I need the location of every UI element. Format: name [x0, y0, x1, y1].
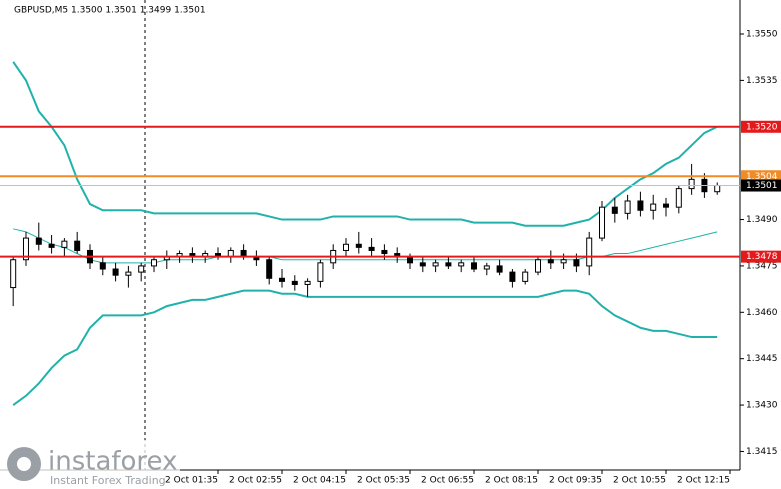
- candle-body: [419, 262, 426, 267]
- candle-body: [624, 200, 631, 214]
- level-label: 1.3478: [746, 252, 778, 262]
- level-label: 1.3504: [746, 172, 778, 182]
- candle-body: [266, 259, 273, 279]
- candle-body: [535, 259, 542, 273]
- candle-body: [675, 188, 682, 208]
- y-tick-label: 1.3415: [746, 447, 778, 457]
- x-tick-label: 2 Oct 12:15: [677, 476, 730, 486]
- level-label-bg: [741, 170, 781, 183]
- candle-body: [355, 243, 362, 248]
- logo-icon-inner: [17, 457, 31, 471]
- candle-body: [368, 246, 375, 251]
- candle-body: [317, 262, 324, 282]
- y-tick-label: 1.3490: [746, 215, 778, 225]
- candle-body: [611, 206, 618, 214]
- candle-body: [547, 259, 554, 264]
- candle-body: [278, 277, 285, 282]
- candle-body: [586, 237, 593, 267]
- candle-body: [150, 259, 157, 267]
- candle-body: [445, 262, 452, 267]
- level-label: 1.3501: [746, 181, 778, 191]
- band-line: [12, 289, 718, 406]
- logo-text: instaforex: [48, 447, 177, 477]
- x-tick-label: 2 Oct 09:35: [549, 476, 602, 486]
- y-tick-label: 1.3460: [746, 308, 778, 318]
- candle-body: [22, 237, 29, 261]
- candle-body: [432, 262, 439, 267]
- candle-body: [637, 200, 644, 211]
- logo-tagline: Instant Forex Trading: [50, 474, 166, 487]
- candle-body: [10, 259, 17, 289]
- y-tick-label: 1.3550: [746, 30, 778, 40]
- level-label-bg: [741, 250, 781, 263]
- level-label-bg: [741, 120, 781, 133]
- candle-body: [458, 262, 465, 267]
- candle-body: [688, 178, 695, 190]
- x-tick-label: 2 Oct 06:55: [421, 476, 474, 486]
- y-tick-label: 1.3475: [746, 261, 778, 271]
- candle-body: [560, 259, 567, 264]
- candle-body: [125, 271, 132, 276]
- level-label-bg: [741, 179, 781, 192]
- level-label: 1.3520: [746, 122, 778, 132]
- candle-body: [291, 280, 298, 285]
- candle-body: [573, 259, 580, 267]
- x-tick-label: 2 Oct 10:55: [613, 476, 666, 486]
- candle-body: [35, 237, 42, 245]
- candle-body: [483, 265, 490, 270]
- y-tick-label: 1.3430: [746, 401, 778, 411]
- candle-body: [599, 206, 606, 239]
- chart-title: GBPUSD,M5 1.3500 1.3501 1.3499 1.3501: [14, 6, 206, 16]
- x-tick-label: 2 Oct 01:35: [165, 476, 218, 486]
- candle-body: [342, 243, 349, 251]
- candle-body: [522, 271, 529, 282]
- candle-body: [509, 271, 516, 282]
- candle-body: [304, 280, 311, 285]
- x-tick-label: 2 Oct 05:35: [357, 476, 410, 486]
- candle-body: [650, 203, 657, 211]
- x-tick-label: 2 Oct 08:15: [485, 476, 538, 486]
- candle-body: [496, 265, 503, 273]
- candle-body: [61, 240, 68, 248]
- candle-body: [74, 240, 81, 251]
- y-tick-label: 1.3445: [746, 354, 778, 364]
- x-tick-label: 2 Oct 04:15: [293, 476, 346, 486]
- candle-body: [99, 262, 106, 270]
- candle-body: [471, 262, 478, 270]
- candle-body: [112, 268, 119, 276]
- x-tick-label: 2 Oct 02:55: [229, 476, 282, 486]
- candle-body: [48, 243, 55, 248]
- candle-body: [714, 185, 721, 193]
- logo: instaforex Instant Forex Trading: [0, 440, 180, 489]
- candle-body: [138, 265, 145, 273]
- candle-body: [663, 203, 670, 208]
- candle-body: [381, 249, 388, 255]
- y-tick-label: 1.3535: [746, 76, 778, 86]
